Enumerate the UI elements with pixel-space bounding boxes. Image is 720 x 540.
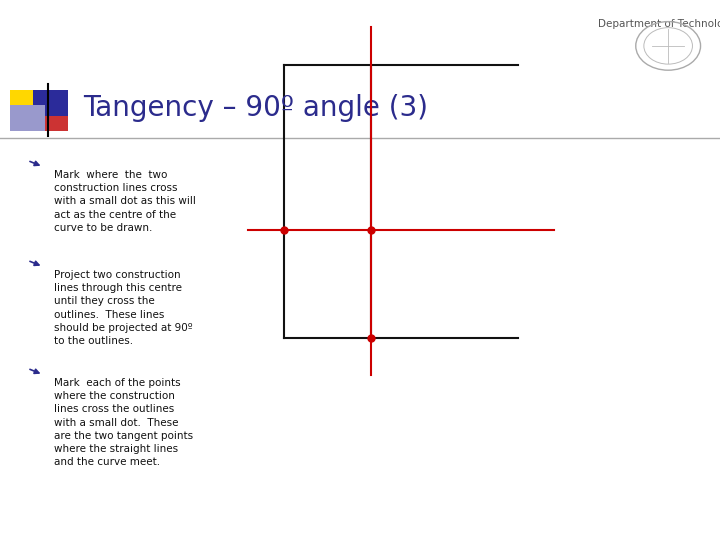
Text: Mark  each of the points
where the construction
lines cross the outlines
with a : Mark each of the points where the constr…	[54, 378, 193, 467]
Text: Mark  where  the  two
construction lines cross
with a small dot as this will
act: Mark where the two construction lines cr…	[54, 170, 196, 233]
Bar	[10, 90, 45, 116]
Text: Project two construction
lines through this centre
until they cross the
outlines: Project two construction lines through t…	[54, 270, 193, 346]
Bar	[33, 105, 68, 131]
Text: Tangency – 90º angle (3): Tangency – 90º angle (3)	[83, 94, 428, 122]
Bar	[10, 105, 45, 131]
Bar	[33, 90, 68, 116]
Text: Department of Technological Education: Department of Technological Education	[598, 19, 720, 29]
